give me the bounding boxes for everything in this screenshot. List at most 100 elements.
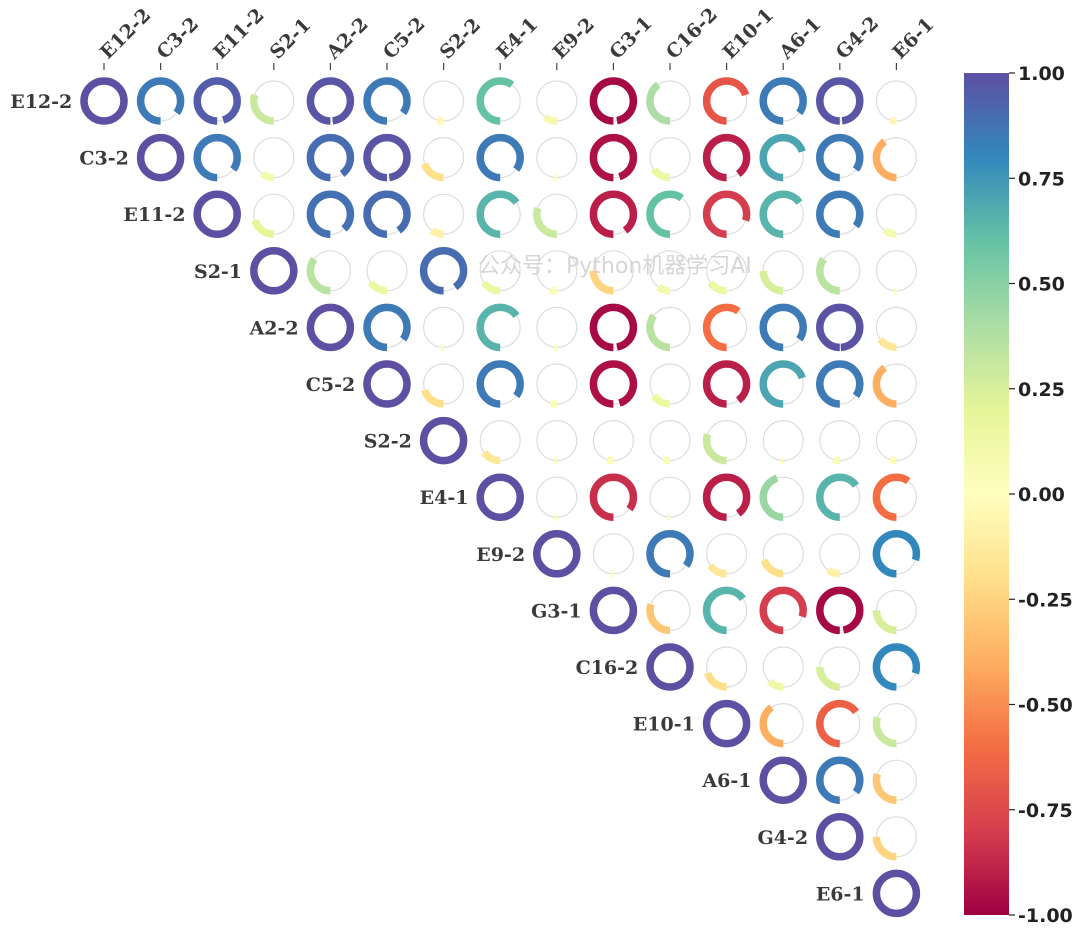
- donut-arc: [816, 77, 864, 125]
- donut-arc: [816, 133, 864, 182]
- donut-track: [536, 306, 578, 348]
- donut-cell: [702, 643, 751, 691]
- donut-cell: [816, 756, 864, 804]
- donut-arc: [193, 77, 241, 125]
- col-label: G3-1: [605, 12, 656, 63]
- donut-arc: [533, 190, 581, 238]
- donut-cell: [872, 643, 921, 691]
- donut-arc: [702, 530, 751, 578]
- donut-cell: [476, 473, 524, 521]
- donut-cell: [759, 530, 807, 578]
- donut-arc: [872, 416, 921, 465]
- donut-arc: [872, 303, 921, 352]
- colorbar-tick-label: 1.00: [1018, 63, 1065, 85]
- donut-track: [536, 80, 578, 122]
- donut-arc: [306, 303, 355, 352]
- donut-cell: [759, 586, 807, 635]
- donut-cell: [646, 473, 694, 521]
- donut-cell: [306, 133, 355, 182]
- donut-arc: [872, 190, 921, 238]
- donut-cell: [702, 360, 751, 408]
- row-label: A6-1: [701, 770, 751, 792]
- colorbar-gradient: [964, 73, 1009, 915]
- donut-arc: [759, 247, 807, 295]
- col-label: S2-1: [266, 14, 316, 64]
- donut-cell: [872, 77, 921, 125]
- donut-cell: [816, 530, 864, 578]
- donut-arc: [872, 699, 921, 748]
- col-label: G4-2: [832, 12, 883, 63]
- donut-arc: [193, 190, 241, 238]
- donut-arc: [476, 190, 524, 238]
- donut-cell: [872, 360, 921, 408]
- donut-cell: [872, 699, 921, 748]
- donut-arc: [702, 190, 751, 238]
- donut-cell: [419, 77, 468, 125]
- donut-arc: [589, 473, 638, 521]
- col-label: S2-2: [436, 14, 486, 64]
- donut-arc: [702, 133, 751, 182]
- donut-cell: [363, 77, 411, 125]
- donut-arc: [646, 133, 694, 182]
- donut-arc: [476, 416, 524, 465]
- donut-arc: [646, 77, 694, 125]
- donut-arc: [702, 699, 751, 748]
- donut-track: [649, 420, 691, 462]
- donut-track: [423, 306, 465, 348]
- donut-arc: [646, 416, 694, 465]
- donut-arc: [136, 77, 185, 125]
- donut-arc: [363, 190, 411, 238]
- donut-arc: [872, 473, 921, 521]
- donut-cell: [646, 77, 694, 125]
- donut-cell: [533, 190, 581, 238]
- donut-cell: [363, 303, 411, 352]
- donut-arc: [872, 586, 921, 635]
- row-labels: E12-2 C3-2 E11-2 S2-1 A2-2 C5-2 S2-2 E4-1 E9-2 G3…: [10, 91, 864, 905]
- donut-arc: [589, 586, 638, 635]
- donut-cell: [816, 586, 864, 635]
- donut-arc: [759, 699, 807, 748]
- donut-cell: [250, 247, 298, 295]
- donut-arc: [476, 473, 524, 521]
- donut-arc: [80, 77, 128, 125]
- donut-arc: [816, 586, 864, 635]
- donut-cell: [646, 133, 694, 182]
- donut-arc: [589, 530, 638, 578]
- donut-arc: [476, 247, 524, 295]
- donut-arc: [816, 247, 864, 295]
- donut-arc: [533, 416, 581, 465]
- donut-arc: [363, 360, 411, 408]
- donut-cell: [816, 699, 864, 748]
- donut-cell: [136, 133, 185, 182]
- donut-arc: [646, 360, 694, 408]
- donut-arc: [872, 133, 921, 182]
- donut-cell: [250, 77, 298, 125]
- donut-arc: [816, 699, 864, 748]
- donut-arc: [759, 190, 807, 238]
- donut-cell: [589, 247, 638, 295]
- row-label: E10-1: [633, 714, 695, 736]
- row-label: C16-2: [576, 657, 639, 679]
- donut-cell: [533, 247, 581, 295]
- donut-arc: [816, 360, 864, 408]
- donut-track: [875, 420, 918, 462]
- col-label: E4-1: [492, 13, 542, 63]
- donut-arc: [816, 190, 864, 238]
- row-label: E4-1: [420, 487, 469, 509]
- donut-arc: [306, 190, 355, 238]
- donut-arc: [589, 77, 638, 125]
- donut-cell: [646, 247, 694, 295]
- row-label: E12-2: [10, 91, 72, 113]
- donut-cell: [533, 530, 581, 578]
- donut-cell: [759, 756, 807, 804]
- donut-cell: [250, 133, 298, 182]
- colorbar: 1.00 0.75 0.50 0.25 0.00 -0.25 -0.50 -0.75 -1.00: [964, 63, 1073, 927]
- donut-cell: [363, 133, 411, 182]
- donut-cell: [193, 133, 241, 182]
- row-label: E11-2: [123, 204, 185, 226]
- row-label: E6-1: [816, 883, 865, 905]
- donut-cell: [646, 303, 694, 352]
- donut-cell: [759, 699, 807, 748]
- donut-cell: [306, 303, 355, 352]
